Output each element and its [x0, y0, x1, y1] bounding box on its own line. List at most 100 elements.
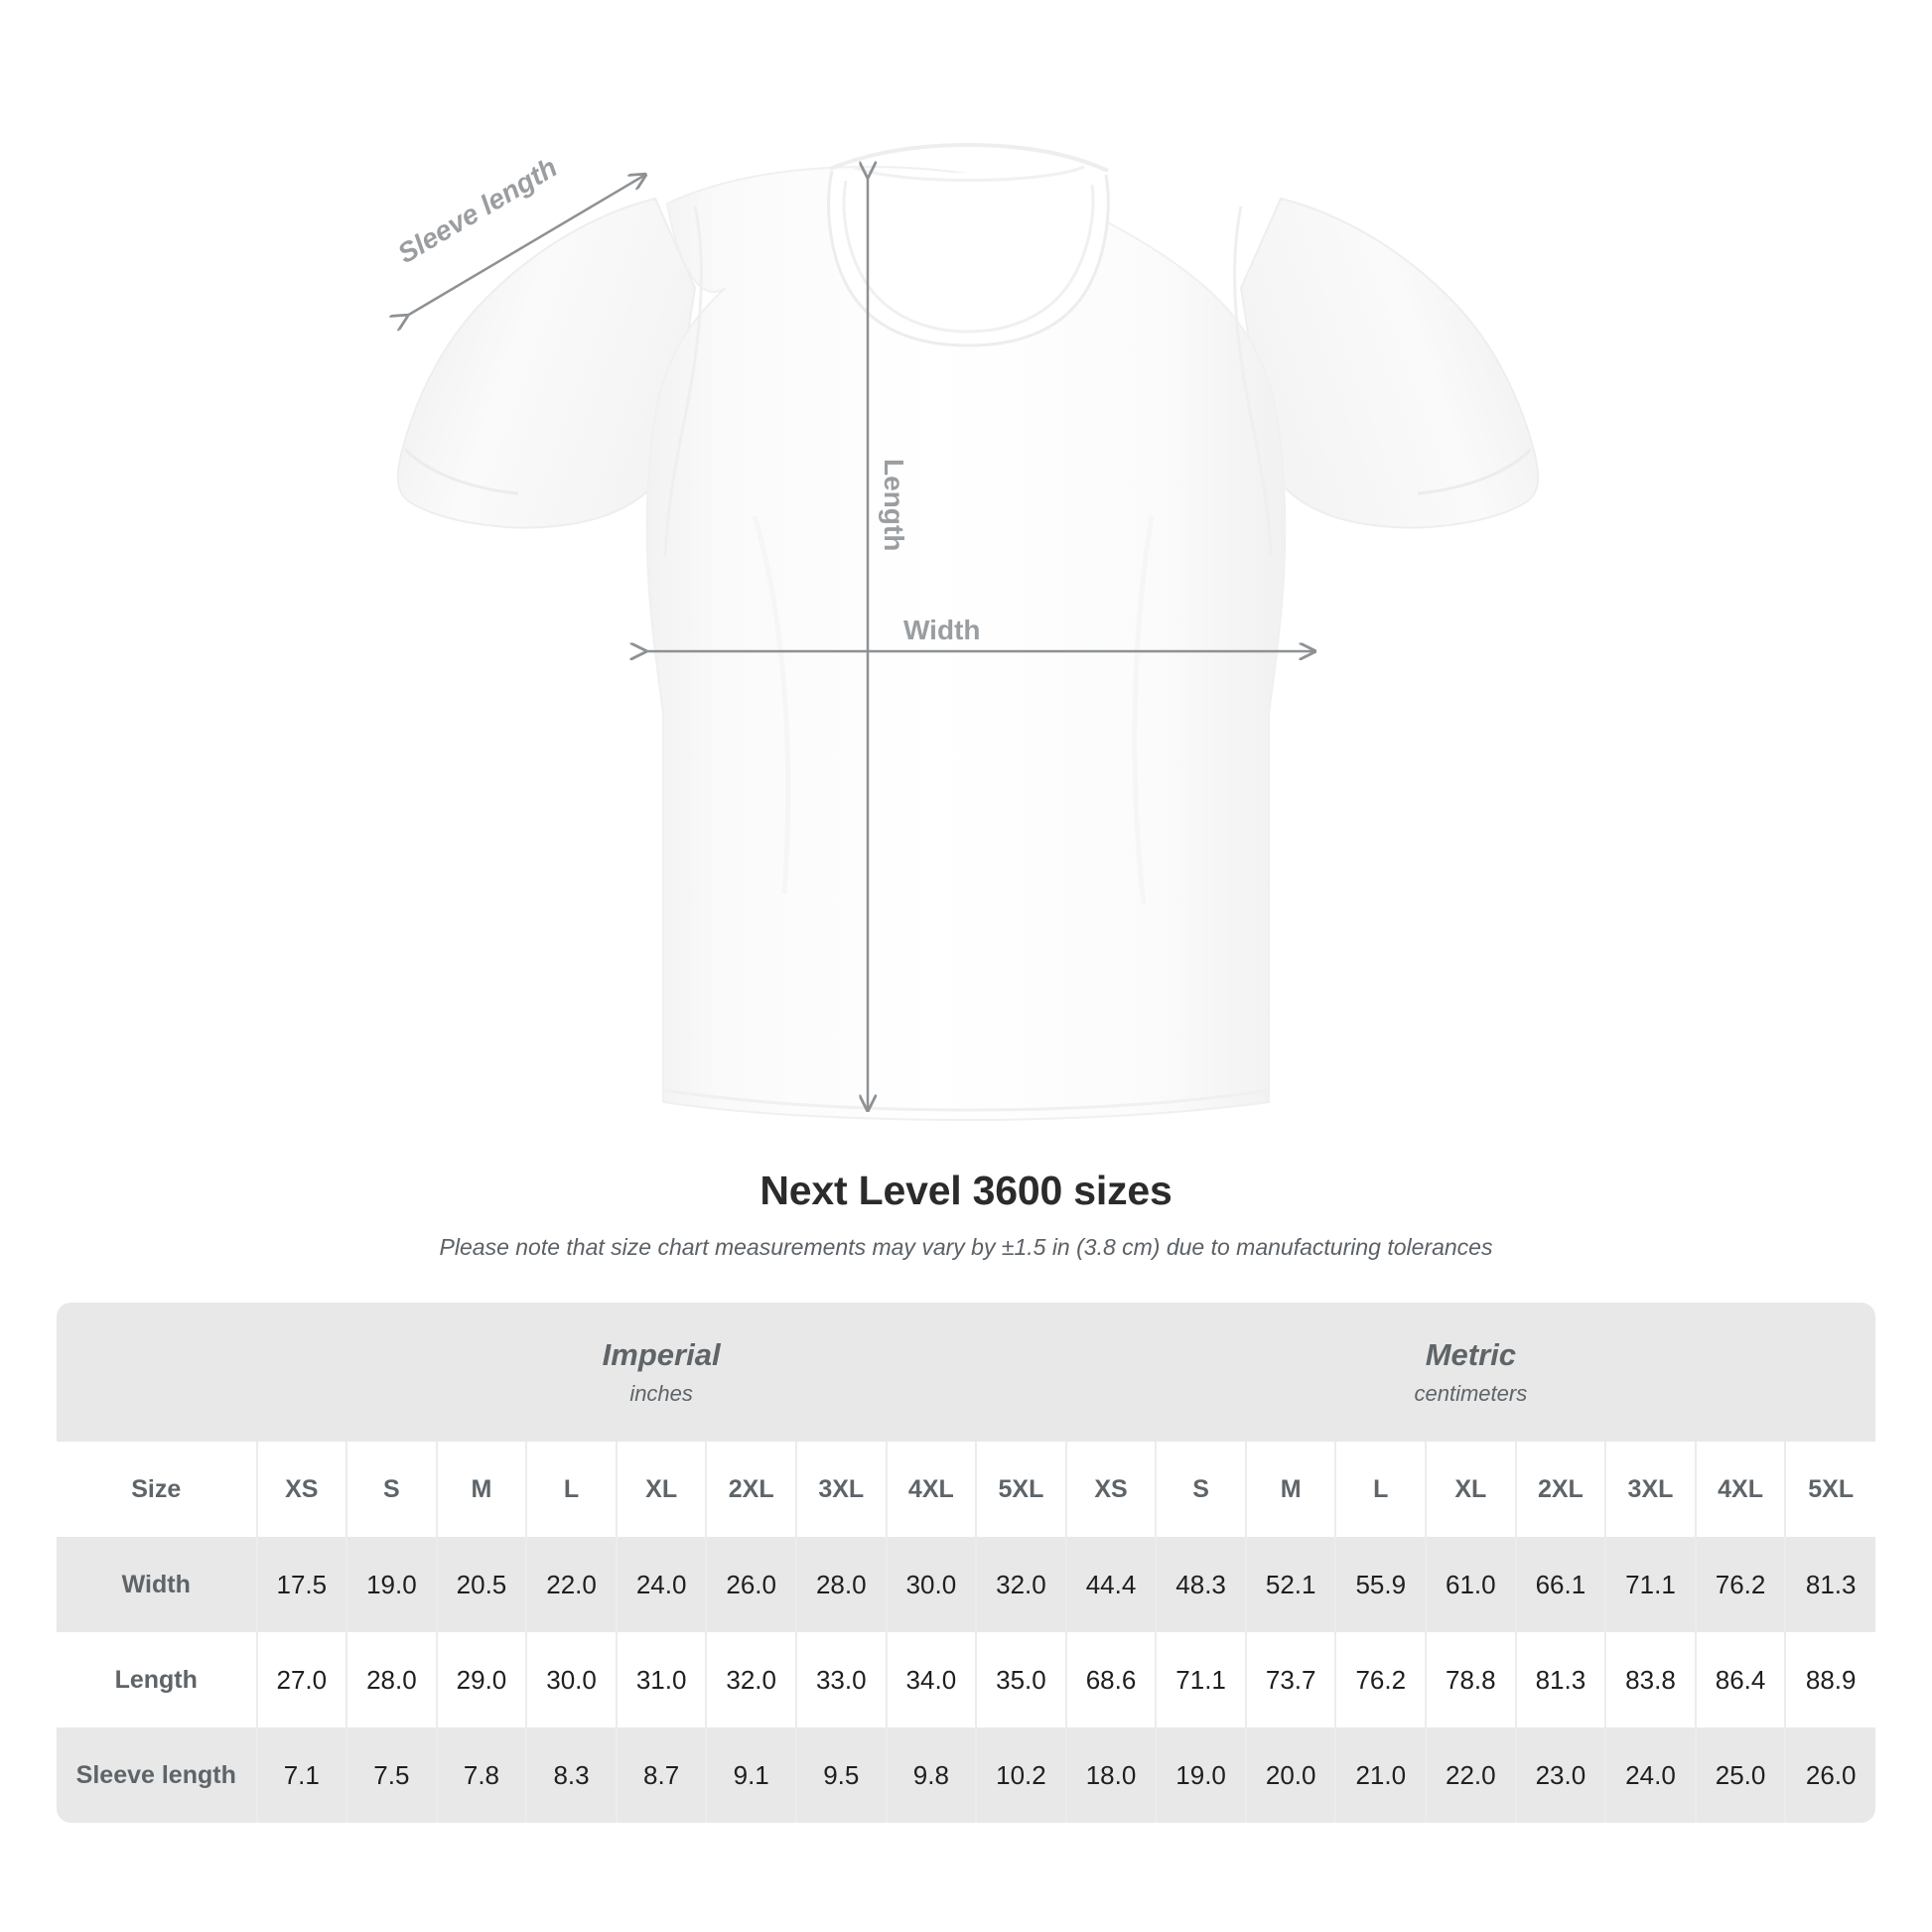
unit-group-subtitle: centimeters [1414, 1380, 1528, 1406]
page-title: Next Level 3600 sizes [759, 1168, 1173, 1213]
size-column-header: L [525, 1442, 617, 1537]
length-label: Length [879, 459, 909, 551]
measurement-cell: 22.0 [525, 1537, 617, 1632]
measurement-cell: 30.0 [885, 1537, 977, 1632]
size-column-header: XL [1425, 1442, 1516, 1537]
measurement-cell: 24.0 [615, 1537, 707, 1632]
measurement-cell: 10.2 [975, 1727, 1066, 1823]
measurement-cell: 9.5 [794, 1727, 887, 1823]
unit-banner-spacer [57, 1303, 257, 1442]
unit-group-subtitle: inches [629, 1380, 693, 1406]
size-chart-table-wrapper: Imperial inches Metric centimeters Size XS S M L… [57, 1303, 1875, 1823]
measurement-cell: 32.0 [975, 1537, 1066, 1632]
measurement-cell: 19.0 [1155, 1727, 1246, 1823]
measurement-cell: 88.9 [1784, 1632, 1875, 1727]
sleeve-length-arrow [407, 175, 645, 316]
measurement-cell: 23.0 [1514, 1727, 1606, 1823]
measurement-cell: 32.0 [705, 1632, 796, 1727]
measurement-cell: 66.1 [1514, 1537, 1606, 1632]
size-chart-table: Imperial inches Metric centimeters Size XS S M L… [57, 1303, 1875, 1823]
size-column-header: XL [615, 1442, 707, 1537]
size-column-header: XS [1064, 1442, 1157, 1537]
measurement-cell: 28.0 [794, 1537, 887, 1632]
size-column-header: M [435, 1442, 527, 1537]
unit-banner-row: Imperial inches Metric centimeters [57, 1303, 1875, 1442]
size-column-header: 4XL [885, 1442, 977, 1537]
measurement-cell: 7.1 [255, 1727, 347, 1823]
measurement-cell: 26.0 [1784, 1727, 1875, 1823]
size-column-header: XS [255, 1442, 347, 1537]
left-shoulder-seam [663, 206, 703, 557]
fabric-fold-1 [752, 515, 791, 895]
size-column-header: 5XL [1784, 1442, 1875, 1537]
measurement-cell: 33.0 [794, 1632, 887, 1727]
width-label: Width [903, 615, 981, 645]
left-sleeve-hem [403, 447, 519, 495]
measurement-cell: 78.8 [1425, 1632, 1516, 1727]
measurement-row-label: Sleeve length [57, 1727, 257, 1823]
right-sleeve [1239, 197, 1540, 529]
size-column-header: 4XL [1694, 1442, 1786, 1537]
measurement-cell: 7.8 [435, 1727, 527, 1823]
measurement-cell: 31.0 [615, 1632, 707, 1727]
garment-diagram: Sleeve length Length Width [0, 142, 1540, 1122]
measurement-cell: 29.0 [435, 1632, 527, 1727]
measurement-cell: 61.0 [1425, 1537, 1516, 1632]
measurement-cell: 48.3 [1155, 1537, 1246, 1632]
measurement-cell: 26.0 [705, 1537, 796, 1632]
right-shoulder-seam [1233, 206, 1273, 557]
measurement-cell: 18.0 [1064, 1727, 1157, 1823]
measurement-cell: 27.0 [255, 1632, 347, 1727]
size-column-header: 3XL [794, 1442, 887, 1537]
size-column-header: M [1244, 1442, 1336, 1537]
measurement-cell: 17.5 [255, 1537, 347, 1632]
measurement-cell: 55.9 [1334, 1537, 1427, 1632]
bottom-hem [662, 1088, 1270, 1112]
unit-group-imperial: Imperial inches [256, 1303, 1066, 1442]
measurement-cell: 24.0 [1604, 1727, 1696, 1823]
table-corner-label: Size [57, 1442, 257, 1537]
measurement-cell: 73.7 [1244, 1632, 1336, 1727]
measurement-cell: 30.0 [525, 1632, 617, 1727]
size-column-header: 2XL [1514, 1442, 1606, 1537]
right-sleeve-hem [1417, 447, 1533, 495]
measurement-cell: 21.0 [1334, 1727, 1427, 1823]
table-row: Length 27.0 28.0 29.0 30.0 31.0 32.0 33.0 34.0 35… [57, 1632, 1875, 1727]
measurement-cell: 83.8 [1604, 1632, 1696, 1727]
collar-ribbing [829, 142, 1109, 173]
measurement-cell: 25.0 [1694, 1727, 1786, 1823]
measurement-cell: 71.1 [1604, 1537, 1696, 1632]
page-subtitle: Please note that size chart measurements… [439, 1234, 1493, 1261]
measurement-cell: 71.1 [1155, 1632, 1246, 1727]
measurement-cell: 76.2 [1334, 1632, 1427, 1727]
sleeve-length-label: Sleeve length [392, 152, 562, 270]
measurement-cell: 81.3 [1784, 1537, 1875, 1632]
unit-group-name: Imperial [602, 1336, 721, 1372]
collar-inner [842, 180, 1095, 334]
fabric-fold-2 [1132, 515, 1155, 904]
measurement-cell: 52.1 [1244, 1537, 1336, 1632]
size-column-header: 3XL [1604, 1442, 1696, 1537]
width-measurement: Width [645, 615, 1314, 651]
table-row: Sleeve length 7.1 7.5 7.8 8.3 8.7 9.1 9.5 9.8 10.… [57, 1727, 1875, 1823]
measurement-cell: 86.4 [1694, 1632, 1786, 1727]
measurement-row-label: Length [57, 1632, 257, 1727]
measurement-cell: 28.0 [345, 1632, 437, 1727]
measurement-row-label: Width [57, 1537, 257, 1632]
measurement-cell: 7.5 [345, 1727, 437, 1823]
size-column-header: L [1334, 1442, 1427, 1537]
size-column-header: 5XL [975, 1442, 1066, 1537]
measurement-cell: 76.2 [1694, 1537, 1786, 1632]
unit-group-name: Metric [1425, 1336, 1517, 1372]
measurement-cell: 22.0 [1425, 1727, 1516, 1823]
measurement-cell: 20.5 [435, 1537, 527, 1632]
measurement-cell: 8.7 [615, 1727, 707, 1823]
title-block: Next Level 3600 sizes Please note that s… [0, 1167, 1932, 1263]
collar-outer [827, 170, 1110, 347]
size-column-header: 2XL [705, 1442, 796, 1537]
size-column-header: S [345, 1442, 437, 1537]
measurement-cell: 34.0 [885, 1632, 977, 1727]
measurement-cell: 68.6 [1064, 1632, 1157, 1727]
size-column-header: S [1155, 1442, 1246, 1537]
measurement-cell: 20.0 [1244, 1727, 1336, 1823]
